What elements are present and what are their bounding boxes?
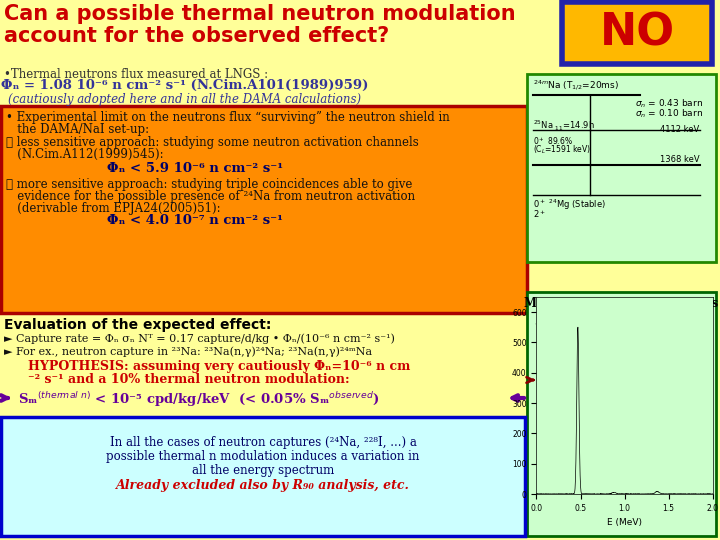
- Text: all the energy spectrum: all the energy spectrum: [192, 464, 334, 477]
- X-axis label: E (MeV): E (MeV): [607, 518, 642, 528]
- FancyBboxPatch shape: [1, 106, 527, 313]
- Text: ➤ less sensitive approach: studying some neutron activation channels: ➤ less sensitive approach: studying some…: [6, 136, 419, 149]
- Text: Can a possible thermal neutron modulation: Can a possible thermal neutron modulatio…: [4, 4, 516, 24]
- Text: ➤ more sensitive approach: studying triple coincidences able to give: ➤ more sensitive approach: studying trip…: [6, 178, 413, 191]
- Text: (derivable from EPJA24(2005)51):: (derivable from EPJA24(2005)51):: [6, 202, 220, 215]
- Text: Already excluded also by R₉₀ analysis, etc.: Already excluded also by R₉₀ analysis, e…: [116, 479, 410, 492]
- Text: the DAMA/NaI set-up:: the DAMA/NaI set-up:: [6, 123, 149, 136]
- Text: evidence for the possible presence of ²⁴Na from neutron activation: evidence for the possible presence of ²⁴…: [6, 190, 415, 203]
- Text: $\sigma_n$ = 0.10 barn: $\sigma_n$ = 0.10 barn: [635, 108, 703, 120]
- Text: possible thermal n modulation induces a variation in: possible thermal n modulation induces a …: [107, 450, 420, 463]
- Text: • Experimental limit on the neutrons flux “surviving” the neutron shield in: • Experimental limit on the neutrons flu…: [6, 111, 450, 124]
- Text: (N.Cim.A112(1999)545):: (N.Cim.A112(1999)545):: [6, 148, 163, 161]
- Text: Φₙ < 4.0 10⁻⁷ n cm⁻² s⁻¹: Φₙ < 4.0 10⁻⁷ n cm⁻² s⁻¹: [107, 214, 283, 227]
- Text: 1.4·10⁻³ cpd/kg/keV: 1.4·10⁻³ cpd/kg/keV: [535, 335, 639, 344]
- Text: Φₙ < 5.9 10⁻⁶ n cm⁻² s⁻¹: Φₙ < 5.9 10⁻⁶ n cm⁻² s⁻¹: [107, 162, 283, 175]
- Text: Φₙ = 1.08 10⁻⁶ n cm⁻² s⁻¹ (N.Cim.A101(1989)959): Φₙ = 1.08 10⁻⁶ n cm⁻² s⁻¹ (N.Cim.A101(19…: [1, 79, 369, 92]
- Text: In all the cases of neutron captures (²⁴Na, ²²⁸I, ...) a: In all the cases of neutron captures (²⁴…: [109, 436, 416, 449]
- Text: 2$^+$: 2$^+$: [533, 208, 546, 220]
- Text: Sₘ$^{(thermal\ n)}$ < 10⁻⁵ cpd/kg/keV  (< 0.05% Sₘ$^{observed}$): Sₘ$^{(thermal\ n)}$ < 10⁻⁵ cpd/kg/keV (<…: [18, 390, 379, 409]
- Text: 7·10⁻⁵ cpd/kg/keV: 7·10⁻⁵ cpd/kg/keV: [535, 323, 630, 332]
- Text: $^{25}$Na $_{11}^{}$=14.9h: $^{25}$Na $_{11}^{}$=14.9h: [533, 118, 595, 133]
- Text: ► Capture rate = Φₙ σₙ Nᵀ = 0.17 capture/d/kg • Φₙ/(10⁻⁶ n cm⁻² s⁻¹): ► Capture rate = Φₙ σₙ Nᵀ = 0.17 capture…: [4, 333, 395, 343]
- Text: Evaluation of the expected effect:: Evaluation of the expected effect:: [4, 318, 271, 332]
- FancyBboxPatch shape: [562, 2, 712, 64]
- Text: $^{24m}$Na (T$_{1/2}$=20ms): $^{24m}$Na (T$_{1/2}$=20ms): [533, 79, 619, 93]
- Text: (C$_L$=1591 keV): (C$_L$=1591 keV): [533, 143, 591, 156]
- Text: MC simulation of the process: MC simulation of the process: [524, 297, 718, 310]
- Text: HYPOTHESIS: assuming very cautiously Φₙ=10⁻⁶ n cm: HYPOTHESIS: assuming very cautiously Φₙ=…: [28, 360, 410, 373]
- Text: $\sigma_n$ = 0.43 barn: $\sigma_n$ = 0.43 barn: [635, 97, 703, 110]
- Text: 1368 keV: 1368 keV: [660, 155, 700, 164]
- Text: NO: NO: [600, 11, 675, 55]
- FancyBboxPatch shape: [1, 417, 525, 536]
- FancyBboxPatch shape: [527, 74, 716, 262]
- Text: ► For ex., neutron capture in ²³Na: ²³Na(n,γ)²⁴Na; ²³Na(n,γ)²⁴ᵐNa: ► For ex., neutron capture in ²³Na: ²³Na…: [4, 346, 372, 356]
- Text: 4112 keV: 4112 keV: [660, 125, 699, 134]
- FancyBboxPatch shape: [527, 292, 716, 536]
- Text: account for the observed effect?: account for the observed effect?: [4, 26, 390, 46]
- Text: ⁻² s⁻¹ and a 10% thermal neutron modulation:: ⁻² s⁻¹ and a 10% thermal neutron modulat…: [28, 373, 350, 386]
- Text: •Thermal neutrons flux measured at LNGS :: •Thermal neutrons flux measured at LNGS …: [4, 68, 268, 81]
- Text: 0$^+$ 89.6%: 0$^+$ 89.6%: [533, 135, 573, 147]
- Text: 0$^+$ $^{24}$Mg (Stable): 0$^+$ $^{24}$Mg (Stable): [533, 198, 606, 212]
- Text: (cautiously adopted here and in all the DAMA calculations): (cautiously adopted here and in all the …: [9, 93, 361, 106]
- Text: When Φₙ = 10⁻⁶ n cm⁻² s⁻¹:: When Φₙ = 10⁻⁶ n cm⁻² s⁻¹:: [543, 310, 699, 320]
